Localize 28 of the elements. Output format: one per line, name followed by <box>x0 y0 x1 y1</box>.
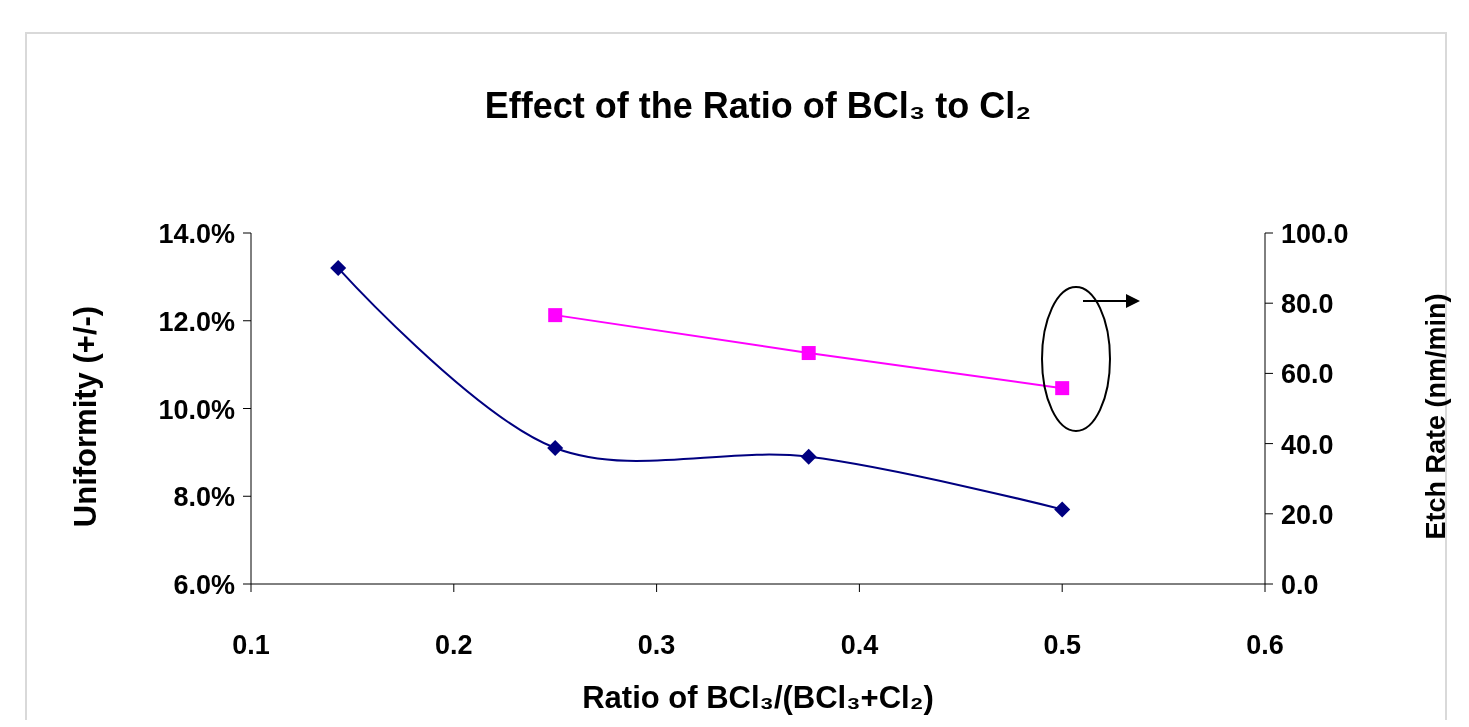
point <box>800 448 817 465</box>
y-tick-label: 8.0% <box>173 482 235 513</box>
y-tick-label: 6.0% <box>173 570 235 600</box>
y2-axis-title: Etch Rate (nm/min) <box>1421 293 1451 540</box>
y2-tick-label: 0.0 <box>1281 570 1319 600</box>
x-tick-label: 0.6 <box>1246 630 1284 660</box>
point <box>547 439 564 456</box>
chart-title: Effect of the Ratio of BCl₃ to Cl₂ <box>484 85 1032 126</box>
x-tick-label: 0.3 <box>637 630 676 660</box>
y2-tick-label: 80.0 <box>1281 289 1334 320</box>
x-tick-label: 0.4 <box>840 630 879 660</box>
x-tick-label: 0.5 <box>1043 630 1081 660</box>
x-tick-label: 0.2 <box>435 630 473 660</box>
y2-tick-label: 100.0 <box>1281 219 1349 249</box>
x-axis-title: Ratio of BCl₃/(BCl₃+Cl₂) <box>582 680 934 715</box>
y2-tick-label: 60.0 <box>1281 359 1334 390</box>
point <box>548 308 563 323</box>
y-tick-label: 14.0% <box>158 219 235 249</box>
y-tick-label: 10.0% <box>158 394 235 425</box>
point <box>1054 501 1071 518</box>
y-axis-title: Uniformity (+/-) <box>68 305 103 528</box>
x-tick-label: 0.1 <box>232 630 270 660</box>
y2-tick-label: 40.0 <box>1281 429 1334 460</box>
point <box>801 346 816 361</box>
point <box>1055 381 1070 396</box>
y-tick-label: 12.0% <box>158 306 235 337</box>
point <box>330 260 347 277</box>
y2-tick-label: 20.0 <box>1281 499 1334 530</box>
